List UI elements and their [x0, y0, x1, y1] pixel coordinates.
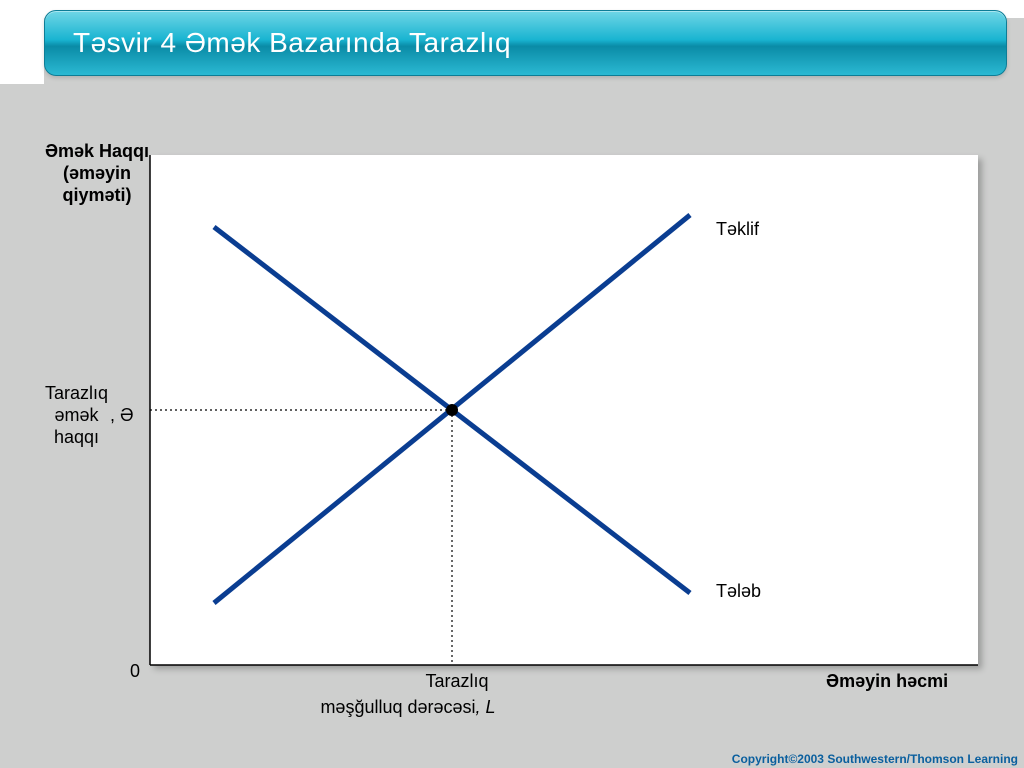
equilibrium-point [446, 404, 458, 416]
chart-svg [150, 155, 978, 665]
left-white-strip [0, 18, 44, 84]
eq-qty-l2-text: məşğulluq dərəcəsi [320, 697, 475, 717]
eq-qty-l2: məşğulluq dərəcəsi, L [278, 696, 538, 718]
eq-wage-l1: Tarazlıq [45, 383, 108, 403]
y-axis-title: Əmək Haqqı (əməyin qiyməti) [32, 140, 162, 206]
demand-label: Tələb [716, 580, 761, 602]
eq-wage-label: Tarazlıq əmək haqqı [34, 382, 119, 448]
origin-label: 0 [110, 660, 140, 682]
copyright-footer: Copyright©2003 Southwestern/Thomson Lear… [732, 752, 1018, 766]
slide: Təsvir 4 Əmək Bazarında Tarazlıq Əmək Ha… [0, 0, 1024, 768]
slide-title: Təsvir 4 Əmək Bazarında Tarazlıq [73, 27, 511, 59]
eq-wage-l3: haqqı [54, 427, 99, 447]
y-axis-title-l2: (əməyin [63, 163, 131, 183]
y-axis-title-l3: qiyməti) [62, 185, 131, 205]
eq-wage-l2: əmək [54, 405, 98, 425]
x-axis-title: Əməyin həcmi [826, 670, 948, 692]
eq-qty-var: , L [476, 697, 496, 717]
eq-qty-l1: Tarazlıq [402, 670, 512, 692]
title-bar: Təsvir 4 Əmək Bazarında Tarazlıq [44, 10, 1007, 76]
eq-wage-var: , Ə [110, 404, 134, 426]
chart-box [150, 155, 978, 665]
y-axis-title-l1: Əmək Haqqı [45, 141, 149, 161]
supply-label: Təklif [716, 218, 759, 240]
